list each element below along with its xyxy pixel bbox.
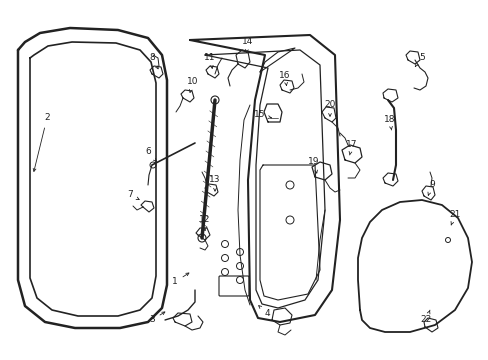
Text: 17: 17 [346, 140, 357, 155]
Text: 1: 1 [172, 273, 188, 287]
Text: 6: 6 [145, 148, 156, 161]
Text: 7: 7 [127, 190, 139, 199]
Text: 20: 20 [324, 100, 335, 116]
Text: 21: 21 [448, 211, 460, 225]
Text: 5: 5 [414, 53, 424, 67]
Text: 3: 3 [149, 312, 164, 324]
Text: 14: 14 [242, 37, 253, 53]
Text: 18: 18 [384, 116, 395, 130]
Text: 11: 11 [204, 53, 215, 68]
Text: 10: 10 [187, 77, 198, 93]
Text: 22: 22 [420, 310, 431, 324]
Text: 12: 12 [199, 216, 210, 230]
Text: 8: 8 [149, 54, 158, 69]
Text: 13: 13 [209, 175, 220, 191]
Text: 9: 9 [427, 180, 434, 195]
Text: 16: 16 [279, 71, 290, 85]
Text: 19: 19 [307, 157, 319, 173]
Text: 4: 4 [258, 306, 269, 318]
Text: 15: 15 [254, 111, 271, 120]
Text: 2: 2 [33, 113, 50, 171]
